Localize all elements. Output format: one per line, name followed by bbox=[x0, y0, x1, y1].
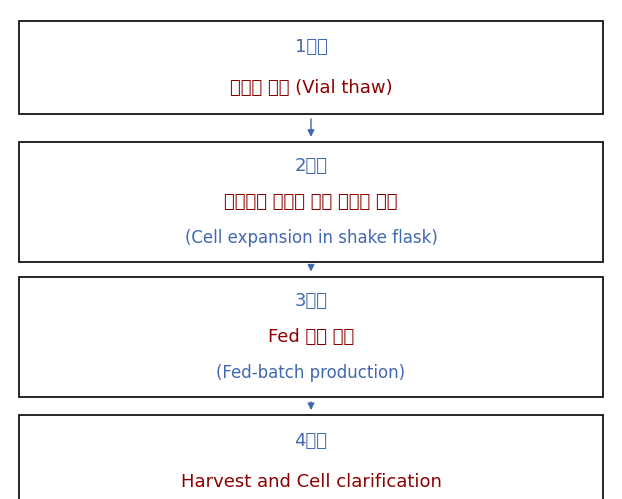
Text: 2단계: 2단계 bbox=[294, 157, 328, 175]
Text: 4단계: 4단계 bbox=[294, 432, 328, 450]
Text: Harvest and Cell clarification: Harvest and Cell clarification bbox=[180, 473, 442, 491]
Text: 1단계: 1단계 bbox=[295, 38, 327, 56]
Text: 3단계: 3단계 bbox=[294, 292, 328, 310]
Text: Fed 배치 생산: Fed 배치 생산 bbox=[268, 328, 354, 346]
Text: (Fed-batch production): (Fed-batch production) bbox=[216, 364, 406, 382]
Bar bbox=[19, 415, 603, 499]
Bar bbox=[19, 277, 603, 397]
Text: 바이알 해동 (Vial thaw): 바이알 해동 (Vial thaw) bbox=[230, 79, 392, 97]
Text: (Cell expansion in shake flask): (Cell expansion in shake flask) bbox=[185, 229, 437, 247]
Bar bbox=[19, 21, 603, 114]
Bar bbox=[19, 142, 603, 262]
Text: 플라스크 배양을 통한 세포수 증가: 플라스크 배양을 통한 세포수 증가 bbox=[225, 193, 397, 211]
